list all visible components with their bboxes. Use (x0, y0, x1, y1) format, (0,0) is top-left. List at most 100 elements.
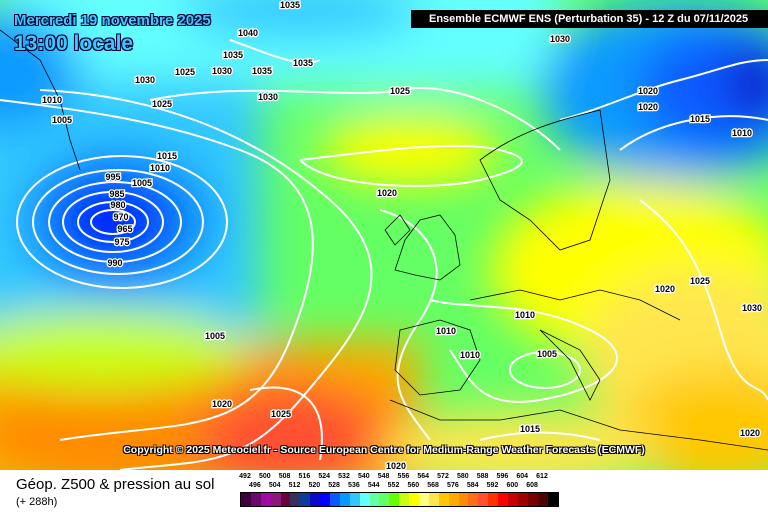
isobar-label: 1010 (436, 326, 456, 336)
scale-tick-label: 528 (328, 482, 340, 489)
isobar-label: 1015 (520, 424, 540, 434)
isobar-label: 1005 (52, 115, 72, 125)
isobar-label: 985 (109, 189, 124, 199)
scale-tick-label: 592 (486, 482, 499, 489)
forecast-date: Mercredi 19 novembre 2025 (14, 12, 211, 29)
isobar-label: 1035 (280, 0, 300, 10)
isobar-label: 1010 (460, 350, 480, 360)
color-scale-labels: 492 496 500 504 508 512 516 520 524 528 532 536 540 5… (239, 473, 570, 491)
color-swatch (260, 493, 271, 506)
scale-tick-label: 564 (417, 473, 430, 480)
isobar-label: 1010 (732, 128, 752, 138)
isobar-label: 1010 (150, 163, 170, 173)
model-run-info: Ensemble ECMWF ENS (Perturbation 35) - 1… (411, 10, 768, 28)
color-swatch (468, 493, 479, 506)
isobar-label: 1025 (690, 276, 710, 286)
scale-tick-label: 608 (526, 482, 538, 489)
scale-tick-label: 568 (427, 482, 439, 489)
color-swatch (498, 493, 509, 506)
color-swatch (310, 493, 321, 506)
forecast-local-time: 13:00 locale (14, 32, 134, 55)
isobar-label: 1020 (740, 428, 760, 438)
scale-tick-label: 600 (506, 482, 519, 489)
scale-tick-label: 552 (387, 482, 400, 489)
color-swatch (359, 493, 370, 506)
color-swatch (508, 493, 518, 506)
isobar-label: 1025 (271, 409, 291, 419)
isobar-label: 1040 (238, 28, 258, 38)
color-swatch (280, 493, 291, 506)
scale-tick-label: 516 (298, 473, 311, 480)
isobar-label: 980 (110, 200, 125, 210)
color-swatch (250, 493, 261, 506)
isobar-label: 1010 (515, 310, 535, 320)
scale-tick-label: 532 (338, 473, 350, 480)
coastlines (0, 29, 768, 451)
isobar-label: 965 (117, 224, 132, 234)
isobar-label: 1005 (205, 331, 225, 341)
scale-tick-label: 576 (447, 482, 459, 489)
isobar-label: 1030 (550, 34, 570, 44)
geopotential-field: 1035 1040 1035 1030 1025 1030 1035 1035 1030 1025… (0, 0, 768, 470)
color-swatch (488, 493, 499, 506)
color-swatch (241, 493, 251, 506)
isobar-label: 1030 (135, 75, 155, 85)
scale-tick-label: 588 (476, 473, 489, 480)
isobar-label: 1020 (212, 399, 232, 409)
color-swatch (369, 493, 380, 506)
scale-tick-label: 556 (397, 473, 410, 480)
color-swatch (379, 493, 390, 506)
isobar-label: 1025 (390, 86, 410, 96)
isobar-label: 1015 (157, 151, 177, 161)
isobar-label: 1020 (655, 284, 675, 294)
color-swatch (438, 493, 449, 506)
scale-tick-label: 504 (268, 482, 281, 489)
isobar-labels: 1035 1040 1035 1030 1025 1030 1035 1035 1030 1025… (41, 0, 764, 470)
isobar-label: 1025 (152, 99, 172, 109)
color-swatch (448, 493, 459, 506)
scale-tick-label: 496 (249, 482, 261, 489)
scale-tick-label: 524 (318, 473, 331, 480)
scale-tick-label: 512 (288, 482, 301, 489)
scale-tick-label: 596 (496, 473, 509, 480)
color-swatch (547, 493, 558, 506)
scale-tick-label: 560 (407, 482, 420, 489)
isobar-label: 970 (113, 212, 128, 222)
color-scale-legend (240, 492, 559, 507)
scale-tick-label: 500 (258, 473, 271, 480)
scale-tick-label: 540 (357, 473, 370, 480)
color-swatch (527, 493, 538, 506)
isobar-label: 1030 (212, 66, 232, 76)
isobar-label: 1010 (42, 95, 62, 105)
copyright-notice: Copyright © 2025 Meteociel.fr - Source E… (123, 444, 645, 456)
isobar-label: 1020 (638, 86, 658, 96)
color-swatch (517, 493, 528, 506)
color-swatch (290, 493, 301, 506)
isobar-label: 1020 (377, 188, 397, 198)
color-swatch (300, 493, 311, 506)
isobar-label: 1005 (132, 178, 152, 188)
color-swatch (428, 493, 439, 506)
weather-map: 1035 1040 1035 1030 1025 1030 1035 1035 1030 1025… (0, 0, 768, 470)
isobar-label: 1015 (690, 114, 710, 124)
isobar-label: 1005 (537, 349, 557, 359)
scale-tick-label: 508 (278, 473, 291, 480)
color-swatch (537, 493, 548, 506)
isobar-label: 975 (114, 237, 129, 247)
isobar-label: 1030 (742, 303, 762, 313)
color-swatch (330, 493, 340, 506)
isobars (0, 39, 768, 470)
color-swatch (270, 493, 281, 506)
color-swatch (478, 493, 489, 506)
color-swatch (389, 493, 400, 506)
lead-time: (+ 288h) (16, 496, 58, 508)
scale-tick-label: 492 (239, 473, 251, 480)
scale-tick-label: 584 (466, 482, 479, 489)
color-swatch (349, 493, 360, 506)
color-swatch (320, 493, 331, 506)
scale-tick-label: 544 (367, 482, 380, 489)
scale-tick-label: 572 (437, 473, 449, 480)
color-swatch (399, 493, 410, 506)
scale-tick-label: 580 (456, 473, 469, 480)
color-swatch (339, 493, 350, 506)
